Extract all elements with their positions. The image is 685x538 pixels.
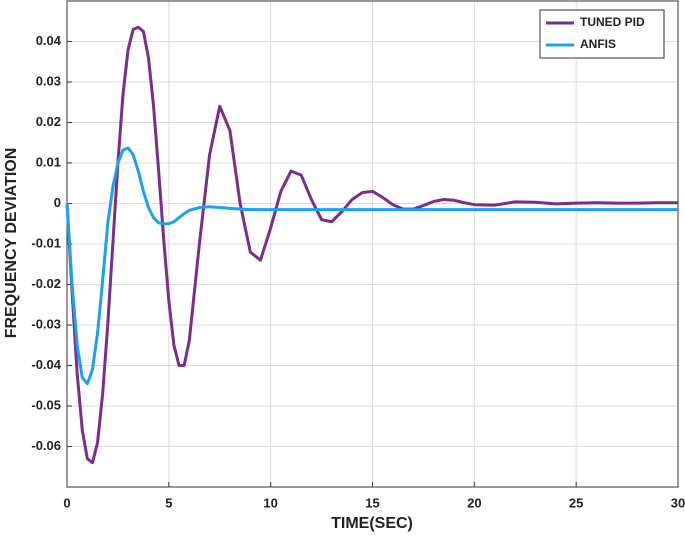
legend-label: ANFIS — [580, 37, 616, 51]
x-tick-label: 15 — [365, 495, 379, 510]
legend: TUNED PID ANFIS — [539, 9, 665, 59]
plot-frame — [66, 0, 679, 488]
x-tick-label: 0 — [63, 495, 70, 510]
legend-box — [539, 9, 665, 59]
y-tick-label: -0.01 — [31, 235, 61, 250]
y-tick-label: -0.06 — [31, 438, 61, 453]
y-tick-label: 0.04 — [36, 33, 62, 48]
x-tick-label: 5 — [165, 495, 172, 510]
y-tick-label: -0.04 — [31, 357, 61, 372]
y-tick-label: 0.01 — [36, 154, 61, 169]
y-axis-label: FREQUENCY DEVIATION — [3, 148, 20, 339]
series-line — [65, 25, 678, 465]
x-tick-label: 30 — [671, 495, 685, 510]
series-line — [65, 146, 678, 386]
x-tick-label: 25 — [569, 495, 583, 510]
x-axis-label: TIME(SEC) — [331, 515, 413, 532]
x-tick-label: 10 — [263, 495, 277, 510]
y-tick-label: -0.02 — [31, 276, 61, 291]
legend-label: TUNED PID — [580, 15, 645, 29]
x-tick-label: 20 — [467, 495, 481, 510]
y-tick-label: -0.03 — [31, 316, 61, 331]
y-tick-label: 0 — [54, 195, 61, 210]
y-tick-label: 0.02 — [36, 114, 61, 129]
y-tick-label: -0.05 — [31, 397, 61, 412]
y-tick-label: 0.03 — [36, 73, 61, 88]
